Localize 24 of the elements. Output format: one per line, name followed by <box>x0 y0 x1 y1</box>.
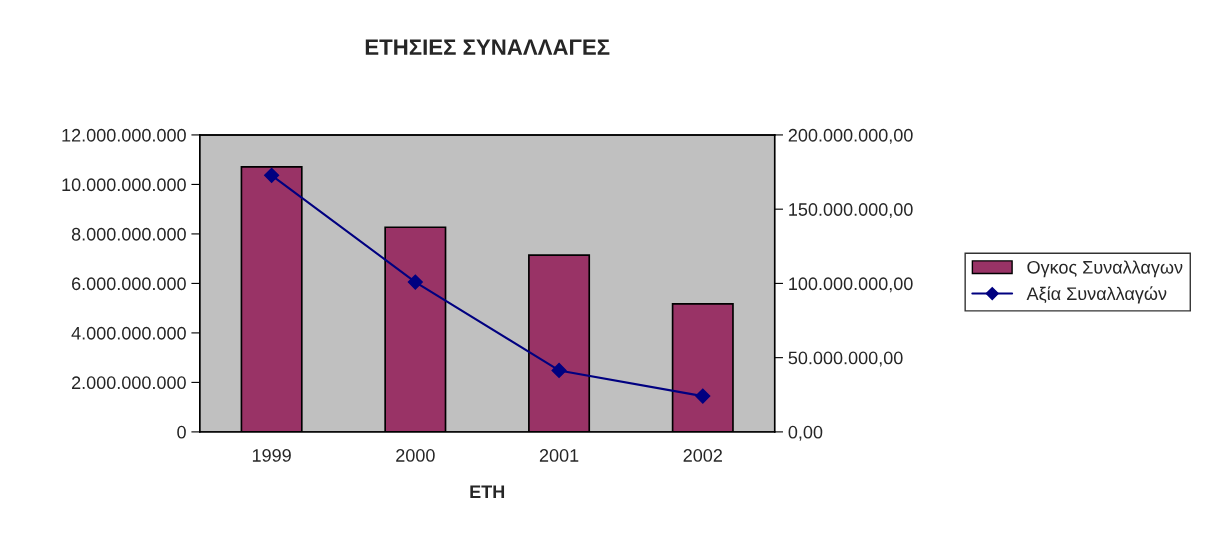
x-tick-label: 2000 <box>396 449 435 462</box>
x-axis-title: ΕΤΗ <box>470 485 505 498</box>
y2-tick-label: 50.000.000,00 <box>788 351 903 367</box>
legend-label: Αξία Συναλλαγών <box>1026 286 1167 304</box>
y-tick-label: 10.000.000.000 <box>62 178 186 192</box>
y-tick-label: 4.000.000.000 <box>71 326 186 340</box>
point <box>407 274 423 290</box>
y-tick-label: 12.000.000.000 <box>62 128 186 142</box>
chart-title: ΕΤΗΣΙΕΣ ΣΥΝΑΛΛΑΓΕΣ <box>365 39 610 55</box>
point <box>264 167 280 183</box>
y-tick-label: 0 <box>177 425 186 439</box>
y2-tick-label: 150.000.000,00 <box>789 203 913 219</box>
x-tick-label: 2002 <box>683 449 722 462</box>
y2-tick-label: 200.000.000,00 <box>788 128 913 144</box>
point <box>551 362 567 378</box>
x-tick-label: 1999 <box>252 449 291 462</box>
y2-tick-label: 0,00 <box>788 425 823 441</box>
y2-tick-label: 100.000.000,00 <box>789 277 913 293</box>
y-tick-label: 8.000.000.000 <box>71 227 186 241</box>
y-tick-label: 2.000.000.000 <box>72 376 186 390</box>
legend-label: Ογκος Συναλλαγων <box>1027 260 1183 278</box>
y-tick-label: 6.000.000.000 <box>72 277 186 291</box>
x-tick-label: 2001 <box>539 449 579 462</box>
point <box>695 388 711 404</box>
